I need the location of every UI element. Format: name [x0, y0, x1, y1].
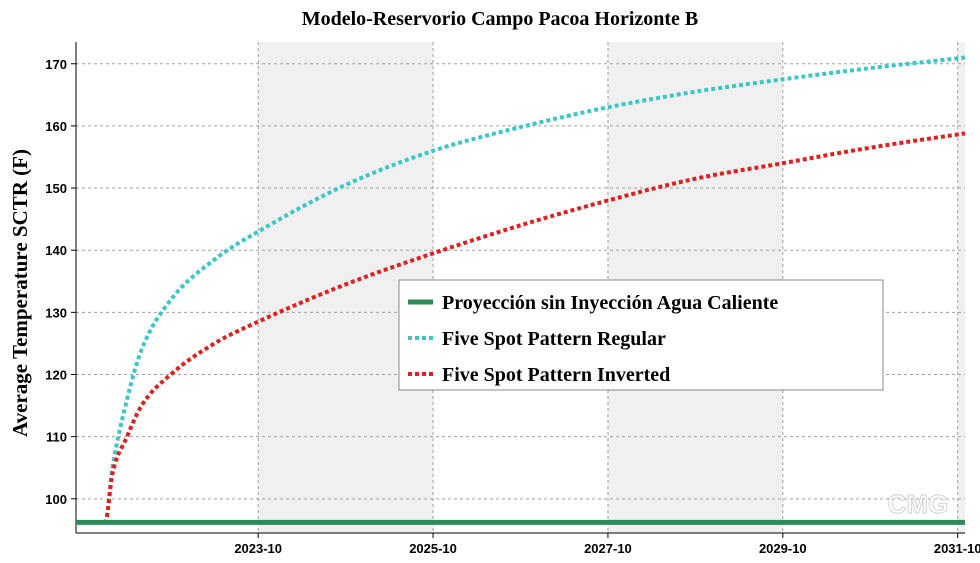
svg-text:CMG: CMG — [888, 489, 949, 519]
background-band — [957, 42, 965, 533]
x-tick-label: 2023-10 — [234, 541, 282, 556]
watermark-logo: CMG — [887, 488, 949, 519]
y-tick-label: 140 — [45, 243, 67, 258]
series-line-five-spot-pattern-inverted — [76, 131, 966, 525]
x-tick-label: 2031-10 — [934, 541, 980, 556]
x-tick-label: 2025-10 — [409, 541, 457, 556]
x-tick-label: 2029-10 — [759, 541, 807, 556]
y-tick-label: 130 — [45, 305, 67, 320]
x-tick-label: 2027-10 — [584, 541, 632, 556]
y-tick-label: 110 — [46, 430, 67, 445]
chart-title: Modelo-Reservorio Campo Pacoa Horizonte … — [302, 8, 699, 30]
legend: Proyección sin Inyección Agua Caliente Fi… — [398, 279, 884, 391]
y-tick-label: 120 — [45, 368, 67, 383]
y-tick-label: 150 — [45, 181, 67, 196]
legend-label: Proyección sin Inyección Agua Caliente — [442, 292, 778, 314]
y-axis-label: Average Temperature SCTR (F) — [8, 149, 32, 437]
legend-box — [398, 279, 884, 391]
y-tick-label: 160 — [45, 119, 67, 134]
legend-label: Five Spot Pattern Inverted — [442, 364, 670, 386]
y-tick-label: 100 — [45, 492, 67, 507]
y-tick-label: 170 — [45, 57, 67, 72]
legend-label: Five Spot Pattern Regular — [442, 328, 666, 350]
